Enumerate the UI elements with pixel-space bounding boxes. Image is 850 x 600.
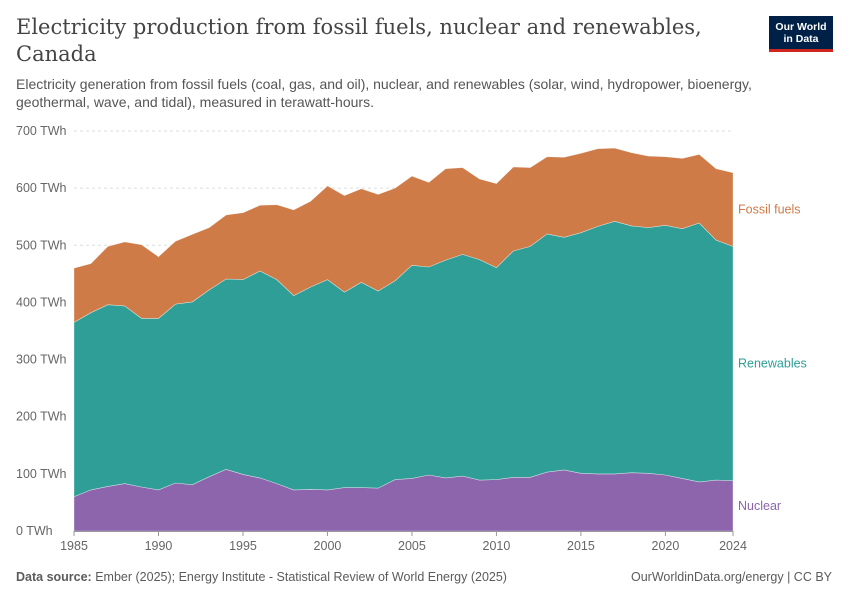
chart-subtitle: Electricity generation from fossil fuels… [16, 76, 752, 110]
data-source-label: Data source: [16, 570, 92, 584]
y-tick-label: 700 TWh [16, 124, 67, 138]
y-tick-label: 500 TWh [16, 238, 67, 252]
series-label: Fossil fuels [738, 203, 801, 217]
chart-title: Electricity production from fossil fuels… [16, 15, 702, 66]
owid-logo[interactable]: Our World in Data [769, 16, 833, 52]
stacked-areas [73, 147, 734, 532]
y-tick-label: 0 TWh [16, 524, 53, 538]
logo-line-2: in Data [783, 32, 819, 45]
axes: 0 TWh 100 TWh 200 TWh 300 TWh 400 TWh 500 TWh… [16, 124, 747, 553]
x-tick-label: 2010 [483, 539, 511, 553]
x-tick-label: 2020 [652, 539, 680, 553]
x-tick-label: 1990 [145, 539, 173, 553]
x-tick-label: 2024 [719, 539, 747, 553]
x-tick-label: 2000 [314, 539, 342, 553]
y-tick-label: 600 TWh [16, 181, 67, 195]
x-tick-label: 2005 [398, 539, 426, 553]
area-fossil-fuels[interactable] [73, 147, 734, 323]
footer-link[interactable]: OurWorldinData.org/energy | CC BY [630, 570, 832, 584]
series-labels: Nuclear Renewables Fossil fuels [738, 203, 807, 513]
series-label: Renewables [738, 357, 807, 371]
x-tick-label: 1985 [60, 539, 88, 553]
y-tick-label: 200 TWh [16, 410, 67, 424]
x-tick-label: 2015 [567, 539, 595, 553]
series-label: Nuclear [738, 499, 781, 513]
data-source: Data source: Ember (2025); Energy Instit… [16, 570, 507, 584]
y-tick-label: 300 TWh [16, 353, 67, 367]
logo-line-1: Our World [775, 20, 827, 33]
data-source-text: Ember (2025); Energy Institute - Statist… [95, 570, 507, 584]
y-tick-label: 100 TWh [16, 467, 67, 481]
x-tick-label: 1995 [229, 539, 257, 553]
y-tick-label: 400 TWh [16, 295, 67, 309]
